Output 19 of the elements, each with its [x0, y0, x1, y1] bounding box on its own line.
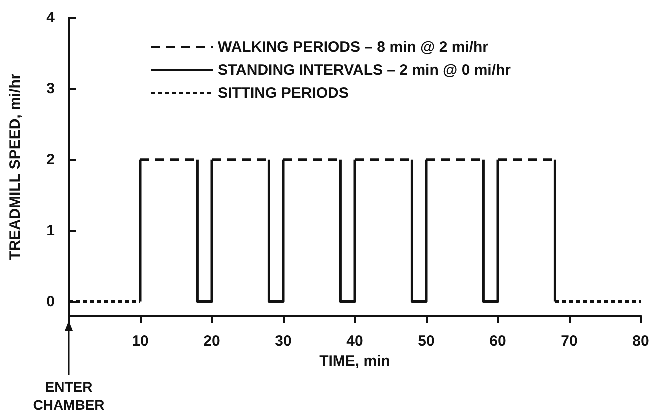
y-tick-label: 3 [46, 80, 55, 98]
x-tick-label: 50 [418, 333, 435, 350]
x-tick-label: 30 [275, 333, 292, 350]
y-tick-label: 4 [46, 10, 56, 26]
x-tick-label: 40 [346, 333, 364, 350]
y-tick-label: 1 [46, 222, 55, 240]
x-tick-label: 60 [490, 333, 506, 350]
y-tick-label: 0 [46, 293, 55, 310]
legend-label: SITTING PERIODS [218, 85, 349, 102]
x-tick-label: 10 [132, 333, 149, 350]
x-tick-label: 20 [204, 333, 220, 350]
x-axis-title: TIME, min [320, 352, 390, 370]
x-tick-label: 80 [632, 333, 650, 350]
text: ENTER CHAMBER [33, 379, 105, 411]
legend-label: WALKING PERIODS – 8 min @ 2 mi/hr [218, 39, 489, 56]
y-tick-label: 2 [46, 151, 55, 168]
y-axis-title: TREADMILL SPEED, mi/hr [7, 74, 24, 260]
x-tick-label: 70 [561, 333, 578, 350]
legend-label: STANDING INTERVALS – 2 min @ 0 mi/hr [218, 62, 512, 79]
